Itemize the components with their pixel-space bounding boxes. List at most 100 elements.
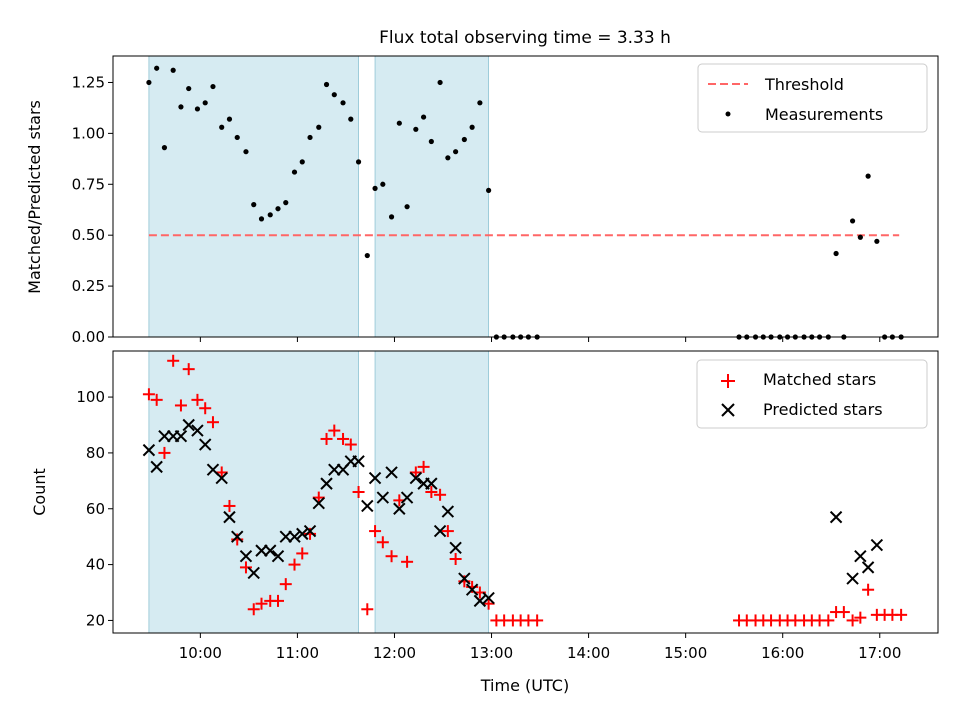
predicted-star-point xyxy=(150,460,163,474)
matched-star-point xyxy=(417,460,430,473)
predicted-star-point xyxy=(247,566,260,580)
measurement-point xyxy=(243,149,249,155)
measurement-point xyxy=(355,159,362,165)
matched-star-point xyxy=(142,388,155,401)
matched-star-point xyxy=(837,606,850,619)
measurement-point xyxy=(170,67,176,73)
measurement-point xyxy=(428,138,434,145)
top-y-tick-label: 0.75 xyxy=(72,175,105,193)
bottom-y-tick-label: 60 xyxy=(86,500,105,518)
measurement-point xyxy=(857,234,863,240)
measurement-point xyxy=(258,216,265,222)
measurement-point xyxy=(234,134,240,141)
matched-star-point xyxy=(846,614,859,627)
measurement-point xyxy=(210,83,216,90)
matched-star-point xyxy=(425,486,438,498)
x-tick-label: 17:00 xyxy=(858,644,901,662)
predicted-star-point xyxy=(409,471,423,485)
predicted-star-point xyxy=(400,491,414,504)
x-tick-label: 15:00 xyxy=(664,644,707,662)
matched-star-point xyxy=(255,597,268,610)
matched-star-point xyxy=(328,424,341,437)
predicted-star-point xyxy=(854,550,867,563)
x-tick-label: 10:00 xyxy=(179,644,222,662)
predicted-star-point xyxy=(303,524,317,538)
matched-star-point xyxy=(272,594,284,607)
top-y-tick-label: 0.50 xyxy=(72,226,105,244)
measurement-point xyxy=(219,124,225,130)
measurement-point xyxy=(364,252,370,259)
predicted-star-point xyxy=(239,550,253,563)
legend-measurements-label: Measurements xyxy=(765,105,883,124)
measurement-point xyxy=(146,79,152,86)
measurement-point xyxy=(849,218,856,224)
predicted-star-point xyxy=(198,438,212,451)
predicted-star-point xyxy=(458,572,471,585)
top-y-tick-label: 1.25 xyxy=(72,73,105,91)
bottom-x-axis: 10:00 11:00 12:00 13:00 14:00 15:00 16:00 17:00 xyxy=(179,633,901,662)
matched-star-point xyxy=(247,603,260,616)
predicted-star-point xyxy=(870,538,884,552)
predicted-star-point xyxy=(312,496,325,510)
measurement-point xyxy=(291,169,298,175)
matched-star-point xyxy=(361,603,374,616)
measurement-point xyxy=(323,81,330,88)
matched-star-point xyxy=(199,402,212,415)
matched-star-point xyxy=(279,578,292,591)
predicted-star-point xyxy=(352,455,365,468)
matched-star-point xyxy=(158,446,171,459)
measurement-point xyxy=(388,214,395,220)
matched-star-point xyxy=(822,614,835,627)
predicted-star-point xyxy=(441,505,455,518)
matched-star-point xyxy=(288,558,301,571)
matched-star-point xyxy=(895,608,908,621)
matched-star-point xyxy=(191,393,204,406)
bottom-y-tick-label: 80 xyxy=(86,444,105,462)
measurement-point xyxy=(380,181,386,187)
top-y-tick-label: 1.00 xyxy=(72,124,105,142)
top-axes-frame xyxy=(112,55,939,338)
predicted-star-point xyxy=(482,591,495,605)
matched-star-point xyxy=(344,438,357,451)
measurement-point xyxy=(865,173,871,179)
predicted-star-point xyxy=(368,471,382,485)
measurement-point xyxy=(307,134,313,141)
matched-star-point xyxy=(320,432,333,445)
predicted-star-point xyxy=(271,550,285,563)
measurement-point xyxy=(331,92,337,98)
measurement-point xyxy=(316,124,322,130)
bottom-y-tick-label: 100 xyxy=(76,388,105,406)
legend-predicted-label: Predicted stars xyxy=(763,400,883,419)
matched-star-point xyxy=(369,525,382,538)
matched-star-point xyxy=(531,614,544,627)
measurement-point xyxy=(186,85,192,92)
top-legend: Threshold Measurements xyxy=(697,63,928,133)
predicted-star-point xyxy=(425,477,438,490)
bottom-shaded-regions xyxy=(148,350,490,634)
predicted-star-point xyxy=(182,418,195,432)
measurement-point xyxy=(154,65,160,71)
measurement-point xyxy=(477,100,483,106)
predicted-star-point xyxy=(846,572,859,585)
matched-star-point xyxy=(206,416,219,429)
legend-matched-label: Matched stars xyxy=(763,370,876,389)
matched-star-point xyxy=(182,363,195,376)
predicted-star-point xyxy=(385,466,398,479)
predicted-star-point xyxy=(288,530,301,543)
matched-star-point xyxy=(337,432,350,445)
matched-star-point xyxy=(150,393,163,406)
top-x-ticks xyxy=(199,337,881,342)
predicted-star-point xyxy=(465,583,479,596)
predicted-star-point xyxy=(215,471,228,485)
measurement-point xyxy=(161,145,168,151)
predicted-star-point xyxy=(829,510,843,524)
predicted-star-point xyxy=(191,424,204,437)
top-shaded-regions xyxy=(148,55,490,338)
x-tick-label: 14:00 xyxy=(567,644,610,662)
matched-stars-series xyxy=(142,354,908,627)
matched-star-point xyxy=(862,583,875,596)
predicted-star-point xyxy=(174,429,188,443)
legend-measurements-swatch xyxy=(725,111,731,117)
measurement-point xyxy=(202,100,208,106)
x-axis-label: Time (UTC) xyxy=(480,676,569,695)
